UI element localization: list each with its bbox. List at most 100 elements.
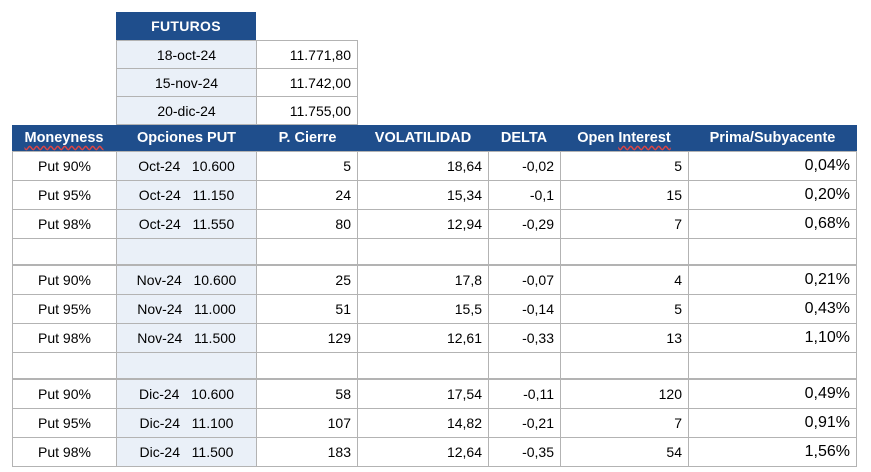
header-open-interest: Open Interest — [560, 125, 688, 151]
option-oi-cell: 4 — [560, 265, 689, 295]
header-opciones-put: Opciones PUT — [136, 130, 237, 146]
separator-cell — [116, 238, 257, 265]
option-strike: 11.550 — [192, 216, 235, 232]
separator-cell — [688, 352, 857, 379]
option-month: Nov-24 — [136, 272, 182, 288]
option-moneyness-cell: Put 90% — [12, 151, 117, 181]
option-month: Dic-24 — [139, 386, 180, 402]
option-delta-cell: -0,07 — [488, 265, 561, 295]
option-put-cell: Dic-24 11.500 — [116, 437, 257, 467]
option-moneyness-cell: Put 98% — [12, 437, 117, 467]
option-put-cell: Nov-24 11.500 — [116, 323, 257, 353]
option-vol-cell: 15,34 — [357, 180, 489, 210]
separator-cell — [12, 352, 117, 379]
option-delta-cell: -0,14 — [488, 294, 561, 324]
option-moneyness-cell: Put 90% — [12, 379, 117, 409]
futuros-date-3: 20-dic-24 — [116, 96, 257, 125]
header-interest-word: Interest — [618, 130, 671, 146]
separator-cell — [488, 238, 561, 265]
option-put-cell: Dic-24 10.600 — [116, 379, 257, 409]
option-close-cell: 24 — [256, 180, 358, 210]
header-moneyness-label: Moneyness — [24, 130, 104, 146]
option-close-cell: 5 — [256, 151, 358, 181]
option-moneyness-cell: Put 98% — [12, 323, 117, 353]
option-delta-cell: -0,33 — [488, 323, 561, 353]
option-strike: 11.500 — [191, 444, 234, 460]
futuros-header: FUTUROS — [116, 12, 256, 40]
separator-cell — [256, 352, 358, 379]
option-delta-cell: -0,29 — [488, 209, 561, 239]
option-vol-cell: 18,64 — [357, 151, 489, 181]
futuros-value-2: 11.742,00 — [256, 68, 358, 97]
option-strike: 10.600 — [193, 272, 237, 288]
option-strike: 10.600 — [191, 158, 235, 174]
header-moneyness: Moneyness — [12, 125, 116, 151]
option-prima-cell: 1,10% — [688, 323, 857, 353]
header-volatilidad: VOLATILIDAD — [374, 130, 472, 146]
option-moneyness-cell: Put 95% — [12, 294, 117, 324]
option-oi-cell: 5 — [560, 294, 689, 324]
option-strike: 11.000 — [194, 301, 236, 317]
futuros-date-1: 18-oct-24 — [116, 40, 257, 69]
option-close-cell: 51 — [256, 294, 358, 324]
option-strike: 10.600 — [191, 386, 234, 402]
futuros-date-2: 15-nov-24 — [116, 68, 257, 97]
option-month: Nov-24 — [137, 301, 183, 317]
option-delta-cell: -0,02 — [488, 151, 561, 181]
option-strike: 11.100 — [191, 415, 234, 431]
header-prima-subyacente: Prima/Subyacente — [709, 130, 836, 146]
option-put-cell: Oct-24 11.150 — [116, 180, 257, 210]
option-prima-cell: 0,21% — [688, 265, 857, 295]
header-open-label: Open Interest — [577, 130, 670, 146]
option-vol-cell: 12,94 — [357, 209, 489, 239]
option-prima-cell: 0,49% — [688, 379, 857, 409]
option-prima-cell: 1,56% — [688, 437, 857, 467]
option-close-cell: 129 — [256, 323, 358, 353]
option-close-cell: 183 — [256, 437, 358, 467]
option-prima-cell: 0,91% — [688, 408, 857, 438]
separator-cell — [116, 352, 257, 379]
option-put-cell: Oct-24 11.550 — [116, 209, 257, 239]
option-close-cell: 58 — [256, 379, 358, 409]
option-vol-cell: 17,8 — [357, 265, 489, 295]
option-moneyness-cell: Put 95% — [12, 180, 117, 210]
option-month: Oct-24 — [138, 158, 181, 174]
option-prima-cell: 0,04% — [688, 151, 857, 181]
option-moneyness-cell: Put 98% — [12, 209, 117, 239]
separator-cell — [560, 352, 689, 379]
separator-cell — [357, 238, 489, 265]
futuros-value-3: 11.755,00 — [256, 96, 358, 125]
option-strike: 11.500 — [194, 330, 236, 346]
separator-cell — [256, 238, 358, 265]
option-close-cell: 80 — [256, 209, 358, 239]
option-vol-cell: 15,5 — [357, 294, 489, 324]
option-oi-cell: 15 — [560, 180, 689, 210]
header-open-word: Open — [577, 130, 619, 146]
option-oi-cell: 120 — [560, 379, 689, 409]
futuros-value-1: 11.771,80 — [256, 40, 358, 69]
option-oi-cell: 13 — [560, 323, 689, 353]
separator-cell — [12, 238, 117, 265]
option-oi-cell: 5 — [560, 151, 689, 181]
option-delta-cell: -0,1 — [488, 180, 561, 210]
separator-cell — [488, 352, 561, 379]
option-delta-cell: -0,21 — [488, 408, 561, 438]
option-put-cell: Nov-24 10.600 — [116, 265, 257, 295]
option-delta-cell: -0,35 — [488, 437, 561, 467]
option-month: Dic-24 — [139, 444, 180, 460]
separator-cell — [688, 238, 857, 265]
option-moneyness-cell: Put 90% — [12, 265, 117, 295]
option-delta-cell: -0,11 — [488, 379, 561, 409]
separator-cell — [560, 238, 689, 265]
option-vol-cell: 12,64 — [357, 437, 489, 467]
option-oi-cell: 7 — [560, 209, 689, 239]
separator-cell — [357, 352, 489, 379]
option-prima-cell: 0,43% — [688, 294, 857, 324]
option-month: Nov-24 — [137, 330, 183, 346]
option-month: Oct-24 — [138, 216, 181, 232]
header-delta: DELTA — [500, 130, 548, 146]
option-vol-cell: 12,61 — [357, 323, 489, 353]
option-strike: 11.150 — [192, 187, 235, 203]
option-month: Dic-24 — [139, 415, 180, 431]
option-oi-cell: 54 — [560, 437, 689, 467]
